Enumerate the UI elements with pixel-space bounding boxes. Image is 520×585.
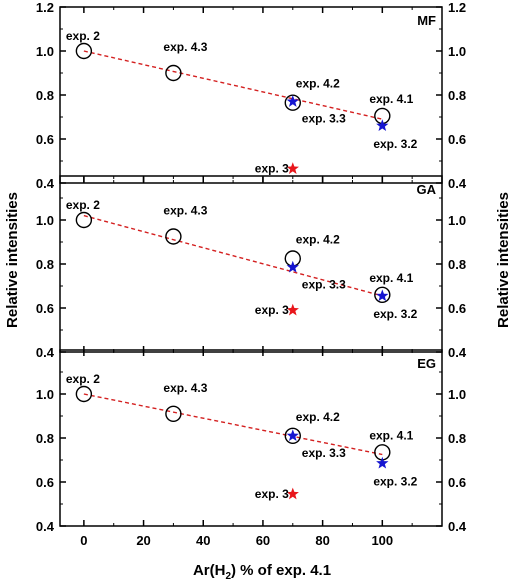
data-point-star [286,162,299,174]
data-point-circle [165,64,182,82]
point-label: exp. 4.1 [369,271,413,285]
x-tick-label: 40 [196,533,210,548]
point-label: exp. 3.2 [373,137,417,151]
point-label: exp. 4.1 [369,428,413,442]
y-tick-label: 1.2 [36,0,54,15]
x-tick-label: 0 [80,533,87,548]
point-label: exp. 3.3 [302,446,346,460]
y-tick-label-right: 1.2 [448,0,466,15]
y-tick-label: 0.8 [36,257,54,272]
y-tick-label-right: 0.8 [448,88,466,103]
data-point-star [376,119,389,132]
panel-label: MF [417,13,436,28]
x-axis-title: Ar(H2) % of exp. 4.1 [193,562,331,582]
panel-label: GA [417,182,437,197]
y-tick-label: 0.8 [36,431,54,446]
x-axis-title-base: Ar(H [193,562,226,579]
y-axis-title-right: Relative intensities [495,192,512,328]
panel-frame [59,175,443,353]
point-label: exp. 4.2 [296,77,340,91]
data-point-circle [284,427,301,444]
data-point-star [286,487,299,500]
x-axis-title-subscript: 2 [225,571,231,582]
point-label: exp. 4.2 [296,233,340,247]
point-label: exp. 3.2 [373,307,417,321]
x-tick-label: 20 [136,533,150,548]
data-point-circle [75,211,93,229]
point-label: exp. 4.1 [369,92,413,106]
x-axis-title-tail: ) % of exp. 4.1 [231,562,331,579]
panel-label: EG [417,356,436,371]
data-point-star [376,289,389,302]
y-tick-label-right: 1.0 [448,44,466,59]
y-tick-label-right: 0.8 [448,257,466,272]
point-label: exp. 3.2 [373,474,417,488]
y-axis-title-left: Relative intensities [4,192,21,328]
y-tick-label: 1.0 [36,387,54,402]
point-label: exp. 4.3 [163,40,207,54]
fit-line [83,50,383,120]
data-point-star [286,429,299,442]
y-tick-label: 0.4 [36,176,55,191]
x-tick-label: 60 [256,533,270,548]
y-tick-label: 0.6 [36,475,54,490]
point-label: exp. 3 [255,303,289,317]
point-label: exp. 4.3 [163,381,207,395]
panel-mf: 0.4 0.4 0.6 0.6 0.8 0.8 1.0 1.0 1.2 1.2 MF exp. 2 ex… [36,0,467,191]
y-tick-label: 0.6 [36,301,54,316]
y-tick-label-right: 0.6 [448,132,466,147]
panel-ga: 0.4 0.4 0.6 0.6 0.8 0.8 1.0 1.0 GA exp. 2 exp. 4.3… [36,175,467,360]
point-label: exp. 3 [255,162,289,176]
y-tick-label-right: 0.4 [448,519,467,534]
y-tick-label-right: 1.0 [448,387,466,402]
point-label: exp. 3.3 [302,277,346,291]
y-tick-label: 0.4 [36,345,55,360]
x-tick-label: 100 [371,533,393,548]
data-point-circle [165,405,182,422]
x-tick-label: 80 [315,533,329,548]
y-tick-label-right: 0.4 [448,176,467,191]
data-point-circle [165,228,182,245]
point-label: exp. 2 [66,29,100,43]
point-label: exp. 3.3 [302,112,346,126]
y-tick-label: 0.4 [36,519,55,534]
data-point-star [286,260,299,273]
y-tick-label: 1.0 [36,44,54,59]
data-point-circle [374,286,391,303]
data-point-star [286,303,299,316]
y-tick-label: 0.8 [36,88,54,103]
data-point-circle [75,385,93,403]
fit-line [83,393,383,456]
y-tick-label-right: 1.0 [448,213,466,228]
point-label: exp. 4.2 [296,410,340,424]
y-tick-label-right: 0.6 [448,475,466,490]
point-label: exp. 2 [66,198,100,212]
point-label: exp. 4.3 [163,204,207,218]
point-label: exp. 2 [66,372,100,386]
data-point-star [286,95,299,107]
point-label: exp. 3 [255,487,289,501]
y-tick-label-right: 0.8 [448,431,466,446]
fit-line [83,214,383,297]
y-tick-label-right: 0.6 [448,301,466,316]
y-tick-label: 1.0 [36,213,54,228]
y-tick-label: 0.6 [36,132,54,147]
data-point-star [376,456,389,469]
data-point-circle [75,42,93,60]
panel-eg: 0.4 0.4 0.6 0.6 0.8 0.8 1.0 1.0 0 20 40 60 80 100 EG ex… [36,349,467,548]
y-tick-label-right: 0.4 [448,345,467,360]
